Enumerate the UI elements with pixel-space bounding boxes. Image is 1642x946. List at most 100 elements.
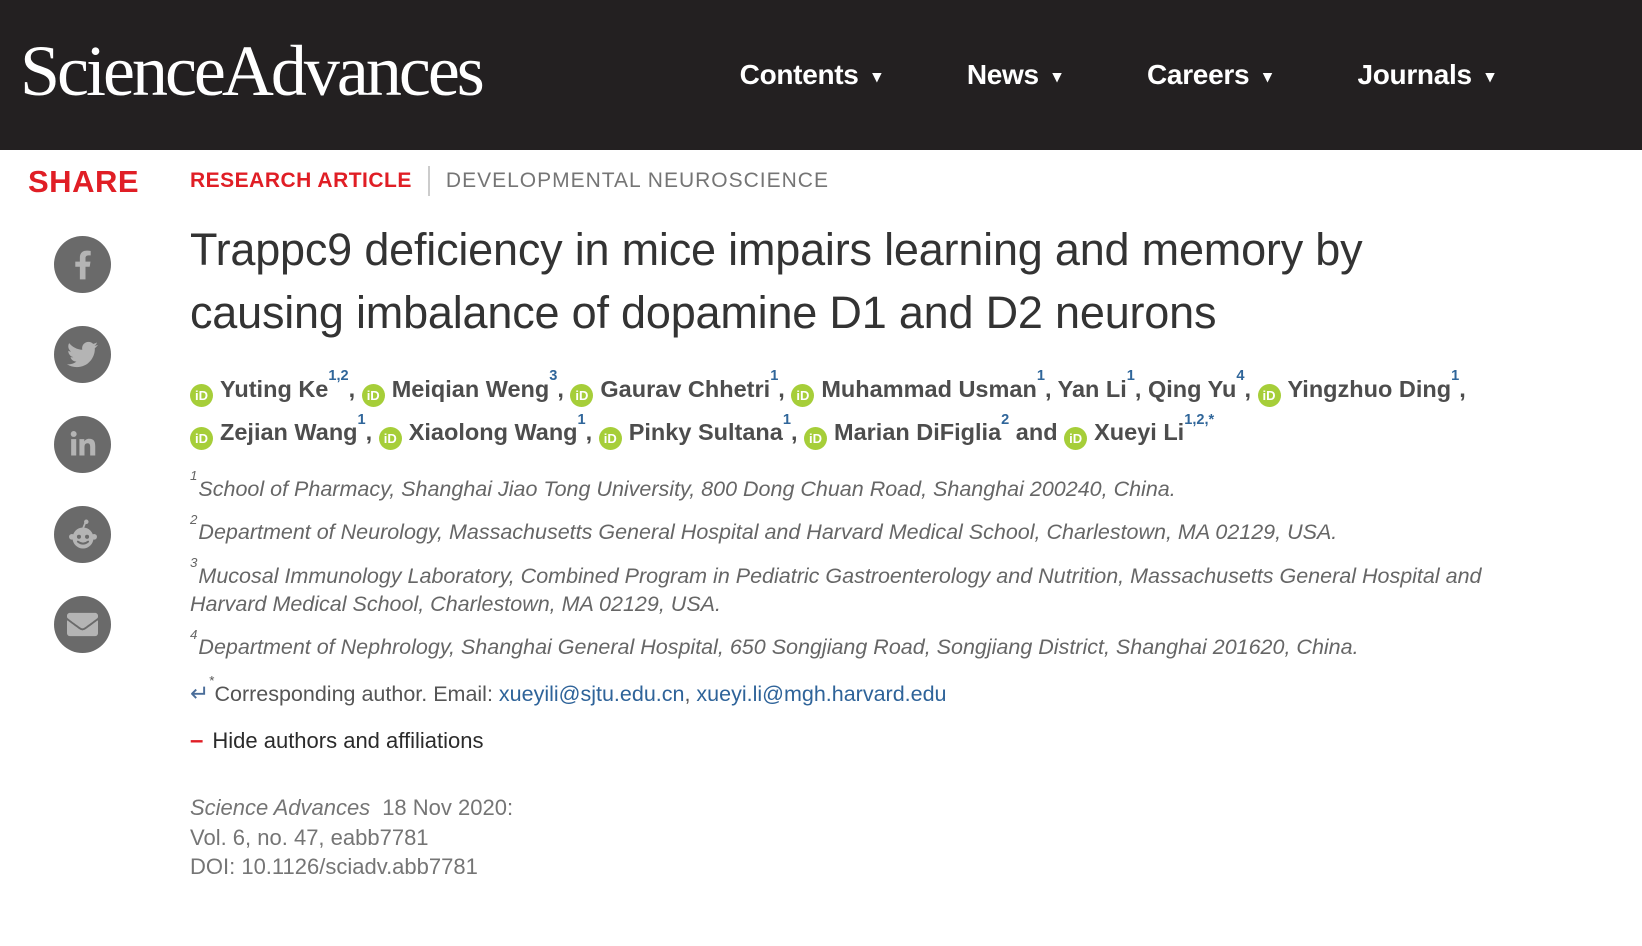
author-name[interactable]: Pinky Sultana	[628, 419, 783, 446]
nav-item-journals[interactable]: Journals ▾	[1357, 59, 1494, 91]
affiliation-ref: 1	[1451, 368, 1460, 385]
author-name[interactable]: Zejian Wang	[220, 419, 358, 446]
nav-item-label: Contents	[739, 59, 859, 90]
orcid-icon[interactable]: iD	[1064, 427, 1088, 451]
page-body: SHARE RESEARCH ARTICLE DEVELOPMENTAL NEU…	[0, 150, 1642, 882]
author-name[interactable]: Meiqian Weng	[391, 376, 550, 402]
affiliation-ref: 1,2	[328, 368, 349, 385]
corresponding-star: *	[209, 673, 215, 689]
email-share-button[interactable]	[54, 596, 111, 653]
author: iD Yingzhuo Ding1,	[1257, 369, 1466, 407]
twitter-icon	[67, 339, 98, 370]
article-title: Trappc9 deficiency in mice impairs learn…	[190, 224, 1363, 338]
breadcrumb: RESEARCH ARTICLE DEVELOPMENTAL NEUROSCIE…	[190, 166, 1590, 196]
nav-item-news[interactable]: News ▾	[967, 59, 1061, 91]
author-separator: ,	[1134, 376, 1148, 402]
author: iD Muhammad Usman1,	[791, 369, 1058, 407]
author-separator: ,	[1244, 376, 1258, 402]
nav-item-label: Journals	[1357, 59, 1472, 90]
publish-date: 18 Nov 2020:	[382, 794, 514, 820]
email-links: xueyili@sjtu.edu.cn, xueyi.li@mgh.harvar…	[498, 681, 947, 706]
orcid-icon[interactable]: iD	[378, 427, 402, 451]
affiliation-text: Department of Neurology, Massachusetts G…	[198, 520, 1338, 545]
email-link[interactable]: xueyili@sjtu.edu.cn	[498, 681, 685, 706]
author: iD Pinky Sultana1,	[598, 412, 804, 451]
nav-item-careers[interactable]: Careers ▾	[1147, 59, 1272, 91]
article-type-label[interactable]: RESEARCH ARTICLE	[190, 169, 412, 192]
author: iD Yuting Ke1,2,	[190, 369, 362, 407]
author-name[interactable]: Xiaolong Wang	[408, 419, 578, 446]
author-separator: and	[1009, 419, 1065, 446]
chevron-down-icon: ▾	[1485, 67, 1495, 86]
affiliation-ref: 1	[1036, 368, 1045, 385]
author-name[interactable]: Qing Yu	[1147, 376, 1237, 402]
nav-item-contents[interactable]: Contents ▾	[740, 59, 881, 91]
author-name[interactable]: Marian DiFiglia	[834, 419, 1002, 446]
affiliation: 3Mucosal Immunology Laboratory, Combined…	[190, 556, 1560, 619]
affiliation-ref: 2	[1001, 411, 1010, 428]
author: iD Marian DiFiglia2 and	[804, 412, 1065, 451]
orcid-icon[interactable]: iD	[598, 427, 622, 451]
author-name[interactable]: Muhammad Usman	[821, 376, 1037, 402]
facebook-share-button[interactable]	[54, 236, 111, 293]
site-logo[interactable]: Science Advances	[20, 31, 485, 111]
author-name[interactable]: Yingzhuo Ding	[1287, 376, 1452, 402]
author: iD Meiqian Weng3,	[361, 369, 571, 407]
orcid-icon[interactable]: iD	[190, 427, 213, 451]
chevron-down-icon: ▾	[1052, 67, 1062, 86]
share-rail: SHARE	[0, 150, 190, 882]
citation-line-journal: Science Advances 18 Nov 2020:	[190, 793, 1590, 823]
chevron-down-icon: ▾	[1263, 67, 1272, 86]
orcid-icon[interactable]: iD	[361, 384, 385, 407]
author-separator: ,	[778, 376, 792, 402]
article-category-label[interactable]: DEVELOPMENTAL NEUROSCIENCE	[445, 169, 829, 192]
affiliation-ref: 3	[549, 368, 558, 385]
author-separator: ,	[1459, 376, 1466, 402]
share-icons	[54, 236, 190, 653]
minus-icon: –	[190, 726, 204, 754]
twitter-share-button[interactable]	[54, 326, 111, 383]
affiliation-text: Department of Nephrology, Shanghai Gener…	[198, 635, 1359, 660]
back-arrow-icon[interactable]: ↵	[190, 679, 210, 706]
linkedin-share-button[interactable]	[54, 416, 111, 473]
affiliation: 2Department of Neurology, Massachusetts …	[190, 513, 1560, 546]
affiliation-ref: 1	[577, 411, 586, 428]
author: iD Gaurav Chhetri1,	[570, 369, 792, 407]
affiliation-ref: 1	[770, 368, 779, 385]
affiliation-text: Mucosal Immunology Laboratory, Combined …	[190, 563, 1482, 617]
author-name[interactable]: Yan Li	[1057, 376, 1127, 402]
author-separator: ,	[1044, 376, 1058, 402]
orcid-icon[interactable]: iD	[804, 427, 827, 451]
corresponding-author-line: ↵*Corresponding author. Email: xueyili@s…	[190, 674, 1590, 707]
orcid-icon[interactable]: iD	[1257, 384, 1281, 407]
affiliation: 4Department of Nephrology, Shanghai Gene…	[190, 628, 1560, 661]
divider	[427, 166, 430, 196]
author-separator: ,	[557, 376, 571, 402]
affiliation-ref: 1	[1126, 368, 1135, 385]
author-separator: ,	[585, 419, 599, 446]
reddit-share-button[interactable]	[54, 506, 111, 563]
affiliation-number: 4	[190, 626, 198, 642]
affiliation-number: 2	[190, 511, 198, 527]
orcid-icon[interactable]: iD	[791, 384, 815, 407]
hide-authors-toggle[interactable]: – Hide authors and affiliations	[190, 727, 1590, 755]
nav-item-label: Careers	[1147, 59, 1250, 90]
journal-name: Science Advances	[190, 794, 371, 820]
citation-line-doi: DOI: 10.1126/sciadv.abb7781	[190, 854, 478, 880]
affiliation-ref: 4	[1236, 368, 1245, 385]
author: Qing Yu4,	[1147, 369, 1258, 402]
author-name[interactable]: Gaurav Chhetri	[600, 376, 771, 402]
citation-block: Science Advances 18 Nov 2020: Vol. 6, no.…	[190, 793, 1590, 882]
affiliation: 1School of Pharmacy, Shanghai Jiao Tong …	[190, 469, 1560, 503]
email-link[interactable]: xueyi.li@mgh.harvard.edu	[696, 681, 947, 706]
author: iD Xiaolong Wang1,	[378, 412, 599, 451]
facebook-icon	[74, 249, 92, 281]
author-separator: ,	[365, 419, 379, 446]
author-name[interactable]: Xueyi Li	[1094, 419, 1185, 446]
corresponding-text: Corresponding author. Email:	[214, 681, 499, 706]
orcid-icon[interactable]: iD	[570, 384, 594, 407]
affiliation-ref: 1	[782, 411, 791, 428]
author-list: iD Yuting Ke1,2, iD Meiqian Weng3, iD Gaura…	[190, 368, 1490, 455]
author-name[interactable]: Yuting Ke	[220, 376, 329, 402]
orcid-icon[interactable]: iD	[190, 384, 213, 407]
